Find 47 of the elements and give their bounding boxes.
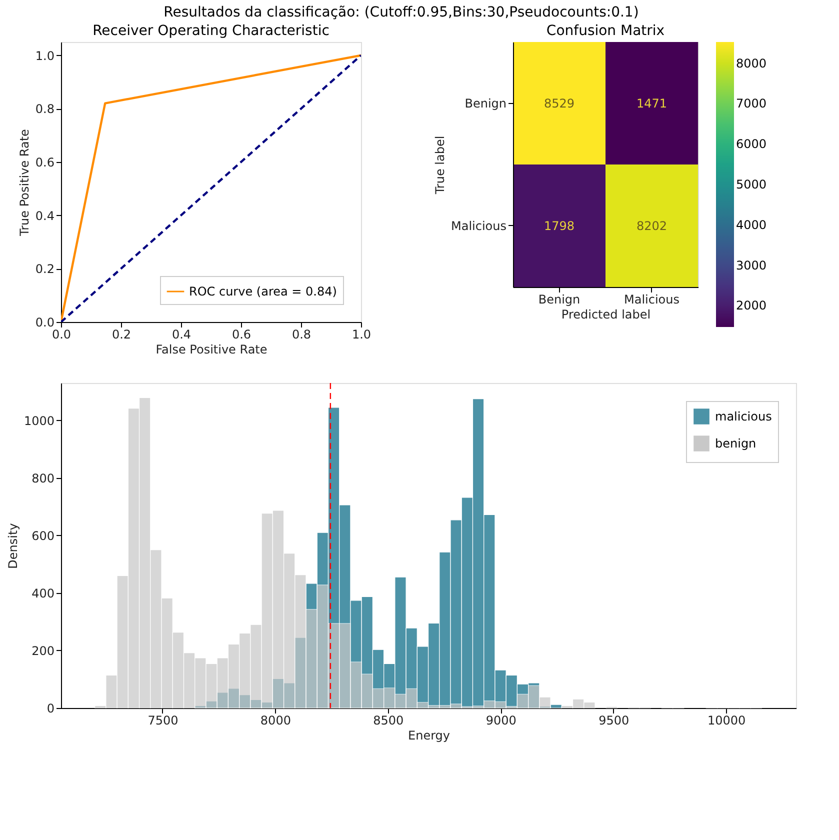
y-tick-label: 0.0 bbox=[35, 316, 54, 330]
legend-label: malicious bbox=[715, 410, 772, 424]
color-bar-label: 5000 bbox=[736, 178, 767, 192]
y-tick-label: 0.2 bbox=[35, 262, 54, 276]
x-tick-label: 10000 bbox=[708, 714, 746, 728]
data-label: 1471 bbox=[636, 96, 668, 110]
legend-label: benign bbox=[715, 436, 756, 450]
color-bar-label: 3000 bbox=[736, 258, 767, 272]
y-axis-title: True Positive Rate bbox=[17, 129, 32, 237]
x-axis-title: Energy bbox=[408, 728, 450, 742]
data-label: 8529 bbox=[544, 96, 575, 110]
legend-label: ROC curve (area = 0.84) bbox=[189, 284, 337, 298]
x-tick-label: 7500 bbox=[148, 714, 178, 728]
x-tick-label: 9000 bbox=[486, 714, 516, 728]
data-label: 8202 bbox=[636, 218, 668, 233]
x-tick-label: 8000 bbox=[260, 714, 291, 728]
x-tick-label: 9500 bbox=[598, 714, 630, 728]
x-tick-label: 8500 bbox=[373, 714, 404, 728]
x-tick-label: 0.6 bbox=[232, 328, 252, 342]
y-tick-label: 800 bbox=[32, 471, 54, 486]
y-tick-label: 0.6 bbox=[35, 156, 54, 170]
y-axis-title: Density bbox=[6, 523, 20, 569]
chart-title: Receiver Operating Characteristic bbox=[92, 23, 330, 39]
x-tick-label: 0.8 bbox=[292, 328, 312, 342]
y-axis-title: True label bbox=[432, 136, 447, 196]
y-tick-label: 0.8 bbox=[35, 102, 54, 116]
chart-title: Confusion Matrix bbox=[546, 23, 665, 39]
x-tick-label: 0.0 bbox=[52, 328, 72, 342]
y-tick-label: 400 bbox=[32, 586, 54, 600]
x-tick-label: 1.0 bbox=[352, 328, 372, 342]
y-tick-label: 1.0 bbox=[35, 48, 54, 63]
data-label: 1798 bbox=[544, 218, 575, 233]
y-tick-label: 600 bbox=[32, 528, 54, 543]
x-axis-title: False Positive Rate bbox=[156, 342, 268, 356]
x-tick-label: 0.2 bbox=[112, 328, 132, 342]
x-axis-title: Predicted label bbox=[561, 308, 651, 322]
color-bar-label: 7000 bbox=[736, 96, 767, 111]
y-tick-label: 200 bbox=[32, 644, 54, 658]
y-tick-label: 0.4 bbox=[35, 208, 54, 223]
color-bar-label: 2000 bbox=[736, 298, 767, 313]
text: Resultados da classificação: (Cutoff:0.95,Bins:30,Pseudocounts:0.1) bbox=[164, 4, 639, 20]
x-tick-label: 0.4 bbox=[172, 328, 192, 342]
color-bar-label: 8000 bbox=[736, 56, 767, 70]
color-bar-label: 6000 bbox=[736, 137, 767, 152]
color-bar-label: 4000 bbox=[736, 218, 767, 232]
y-tick-label: 1000 bbox=[24, 414, 54, 428]
y-tick-label: 0 bbox=[46, 702, 54, 716]
